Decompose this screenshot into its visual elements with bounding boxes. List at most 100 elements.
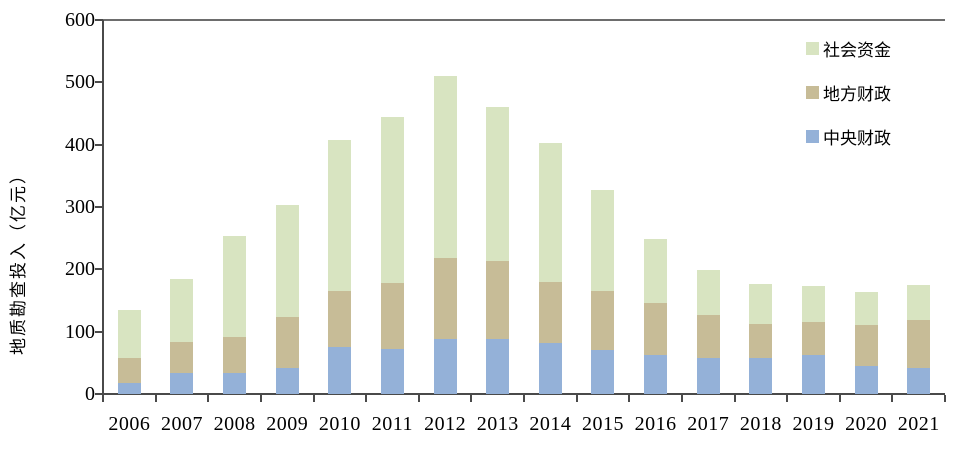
x-tick-label-2009: 2009 <box>266 413 309 435</box>
y-tick-100 <box>95 330 103 333</box>
bar-2016-central-finance <box>644 355 668 394</box>
bar-2021-social-funds <box>907 284 931 320</box>
y-tick-label-300: 300 <box>65 196 95 218</box>
legend-swatch-social-funds-icon <box>806 41 819 55</box>
x-tick-15 <box>891 395 894 402</box>
legend-label-social-funds: 社会资金 <box>823 40 891 60</box>
bar-2013-central-finance <box>486 339 510 394</box>
bar-2020-central-finance <box>854 365 878 394</box>
bar-2018-local-finance <box>749 324 773 359</box>
bar-2011-local-finance <box>380 283 404 349</box>
y-tick-300 <box>95 206 103 208</box>
x-tick-8 <box>523 395 525 402</box>
x-tick-6 <box>417 395 420 402</box>
x-tick-16 <box>944 395 946 402</box>
bar-2015-central-finance <box>591 350 615 394</box>
x-tick-11 <box>680 395 683 402</box>
x-tick-4 <box>312 395 315 402</box>
x-tick-3 <box>259 395 262 402</box>
bar-2019-central-finance <box>801 355 825 394</box>
x-tick-12 <box>733 395 736 402</box>
bar-2009-social-funds <box>275 204 299 318</box>
x-tick-label-2021: 2021 <box>897 413 940 435</box>
x-tick-label-2018: 2018 <box>739 413 782 435</box>
bar-2006-local-finance <box>117 358 141 383</box>
x-tick-label-2015: 2015 <box>581 413 624 435</box>
y-tick-0 <box>95 393 103 395</box>
x-tick-7 <box>470 395 473 402</box>
x-tick-label-2014: 2014 <box>529 413 572 435</box>
y-tick-500 <box>95 81 103 84</box>
bar-2016-social-funds <box>644 239 668 303</box>
y-tick-label-600: 600 <box>65 9 95 31</box>
bar-2019-social-funds <box>801 285 825 323</box>
bar-2021-central-finance <box>907 368 931 394</box>
legend-item-local-finance: 地方财政 <box>806 70 891 114</box>
bar-2011-social-funds <box>380 116 404 284</box>
x-axis-line <box>102 393 945 395</box>
bar-2013-local-finance <box>486 260 510 340</box>
bar-2006-central-finance <box>117 382 141 394</box>
y-axis-title: 地质勘查投入（亿元） <box>9 165 28 355</box>
bar-2015-social-funds <box>591 189 615 291</box>
x-tick-label-2006: 2006 <box>108 413 151 435</box>
bar-2019-local-finance <box>801 322 825 356</box>
bar-2007-local-finance <box>170 342 194 373</box>
bar-2013-social-funds <box>486 106 510 261</box>
x-tick-13 <box>786 395 789 402</box>
x-tick-10 <box>628 395 631 402</box>
bar-2010-social-funds <box>328 139 352 291</box>
x-tick-label-2010: 2010 <box>318 413 361 435</box>
x-tick-label-2017: 2017 <box>687 413 730 435</box>
y-tick-200 <box>95 268 103 271</box>
bar-2017-local-finance <box>696 315 720 359</box>
plot-area <box>95 19 946 402</box>
bar-2008-local-finance <box>223 336 247 373</box>
x-tick-label-2011: 2011 <box>371 413 414 435</box>
y-tick-label-400: 400 <box>65 133 95 156</box>
y-axis-line <box>102 20 104 394</box>
bar-2009-local-finance <box>275 317 299 368</box>
bar-2021-local-finance <box>907 319 931 369</box>
bar-2014-local-finance <box>538 282 562 343</box>
legend: 社会资金 地方财政 中央财政 <box>806 26 891 158</box>
bar-2012-local-finance <box>433 258 457 339</box>
bar-2010-local-finance <box>328 290 352 348</box>
bar-2008-central-finance <box>223 372 247 394</box>
legend-swatch-central-finance-icon <box>806 129 819 143</box>
legend-item-central-finance: 中央财政 <box>806 114 891 158</box>
plot-top-border <box>103 19 945 21</box>
x-tick-label-2012: 2012 <box>424 413 467 435</box>
bar-2017-central-finance <box>696 358 720 394</box>
bar-2020-social-funds <box>854 292 878 326</box>
y-tick-label-500: 500 <box>65 71 95 94</box>
x-tick-label-2007: 2007 <box>160 413 203 435</box>
legend-swatch-local-finance-icon <box>806 85 819 99</box>
y-tick-label-200: 200 <box>65 258 95 281</box>
y-tick-600 <box>95 19 103 21</box>
bar-2010-central-finance <box>328 347 352 394</box>
bar-2015-local-finance <box>591 290 615 351</box>
bar-2009-central-finance <box>275 367 299 394</box>
legend-label-central-finance: 中央财政 <box>823 128 891 148</box>
bar-2006-social-funds <box>117 309 141 359</box>
x-tick-1 <box>154 395 157 402</box>
y-tick-label-0: 0 <box>85 383 95 405</box>
x-tick-5 <box>365 395 368 402</box>
bar-2016-local-finance <box>644 303 668 356</box>
bar-2018-social-funds <box>749 283 773 325</box>
bar-2020-local-finance <box>854 325 878 366</box>
x-tick-label-2008: 2008 <box>213 413 256 435</box>
x-tick-label-2013: 2013 <box>476 413 519 435</box>
y-tick-label-100: 100 <box>65 320 95 343</box>
x-tick-label-2016: 2016 <box>634 413 677 435</box>
bar-2008-social-funds <box>223 236 247 337</box>
y-tick-400 <box>95 143 103 146</box>
legend-label-local-finance: 地方财政 <box>823 84 891 104</box>
bar-2007-central-finance <box>170 372 194 394</box>
bar-2012-social-funds <box>433 76 457 259</box>
x-tick-2 <box>207 395 210 402</box>
bar-2018-central-finance <box>749 358 773 394</box>
bar-2007-social-funds <box>170 278 194 343</box>
